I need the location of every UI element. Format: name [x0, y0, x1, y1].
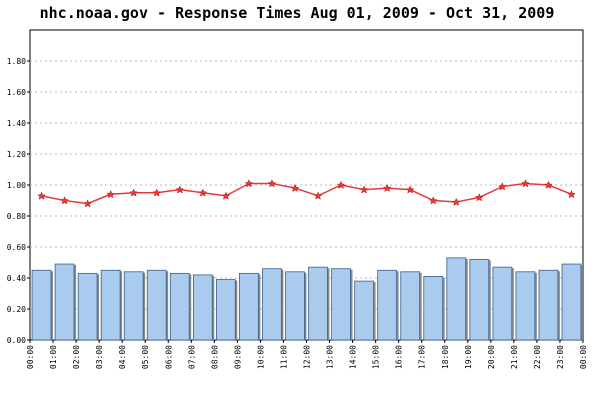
x-tick-label: 17:00	[418, 345, 427, 369]
line-point	[359, 185, 369, 194]
x-tick-label: 21:00	[510, 345, 519, 369]
bar	[331, 268, 351, 341]
bar	[192, 274, 213, 341]
x-tick-label: 13:00	[326, 345, 335, 369]
x-tick-label: 19:00	[464, 345, 473, 369]
x-tick-label: 14:00	[349, 345, 358, 369]
line-point	[382, 183, 392, 192]
x-tick-label: 22:00	[533, 345, 542, 369]
x-tick-label: 16:00	[395, 345, 404, 369]
bar	[354, 280, 374, 341]
line-point	[267, 179, 277, 188]
x-tick-label: 08:00	[210, 345, 219, 369]
x-tick-label: 20:00	[487, 345, 496, 369]
line-point	[452, 197, 461, 206]
x-tick-label: 00:00	[26, 345, 35, 369]
bar	[469, 258, 490, 341]
x-axis-ticks: 00:00 01:00 02:00 03:00 04:00 05:00 06:00 07:00…	[26, 340, 588, 369]
y-tick-label: 1.80	[7, 57, 26, 66]
line-point	[313, 191, 323, 200]
x-tick-label: 11:00	[279, 345, 288, 369]
x-tick-label: 07:00	[187, 345, 196, 369]
bar	[561, 263, 582, 341]
line-point	[37, 191, 46, 200]
x-tick-label: 05:00	[141, 345, 150, 369]
line-point	[83, 199, 92, 208]
x-tick-label: 23:00	[556, 345, 565, 369]
bar	[77, 272, 98, 341]
bar	[31, 269, 52, 341]
x-tick-label: 02:00	[72, 345, 81, 369]
line-point	[244, 179, 254, 188]
bar	[446, 257, 467, 341]
bar	[400, 271, 421, 341]
bar	[123, 271, 144, 341]
x-tick-label: 06:00	[164, 345, 173, 369]
x-tick-label: 15:00	[372, 345, 381, 369]
response-time-line	[41, 182, 572, 205]
line-point	[152, 188, 161, 197]
x-tick-label: 18:00	[441, 345, 450, 369]
line-point	[221, 191, 231, 200]
x-tick-label: 03:00	[95, 345, 104, 369]
x-tick-label: 12:00	[303, 345, 312, 369]
grid-lines	[30, 60, 583, 310]
bar	[377, 269, 397, 341]
bar	[54, 263, 75, 341]
x-tick-label: 04:00	[118, 345, 127, 369]
bar-series	[31, 257, 583, 341]
y-tick-label: 0.00	[7, 336, 26, 345]
y-tick-label: 1.00	[7, 181, 26, 190]
bar	[239, 272, 259, 341]
bar	[100, 269, 121, 341]
bar	[216, 279, 236, 341]
y-tick-label: 1.60	[7, 88, 26, 97]
line-point	[129, 188, 138, 197]
bar	[262, 268, 282, 341]
bar	[146, 269, 167, 341]
bar	[492, 266, 513, 341]
line-point	[544, 180, 553, 189]
line-point	[521, 179, 530, 188]
line-point	[175, 185, 185, 194]
line-point	[336, 180, 346, 189]
bar	[169, 272, 190, 341]
x-tick-label: 09:00	[233, 345, 242, 369]
bar	[538, 269, 559, 341]
line-point	[475, 193, 484, 202]
line-point	[60, 196, 69, 205]
y-tick-label: 0.20	[7, 305, 26, 314]
line-point	[405, 185, 415, 194]
line-point	[290, 183, 300, 192]
line-point	[428, 196, 438, 205]
y-tick-label: 1.20	[7, 150, 26, 159]
bar	[308, 266, 328, 341]
chart-title: nhc.noaa.gov - Response Times Aug 01, 20…	[40, 4, 555, 22]
y-axis-ticks: 0.00 0.20 0.40 0.60 0.80 1.00 1.20 1.40 1.60 1.80	[7, 57, 30, 345]
x-tick-label: 10:00	[256, 345, 265, 369]
bar	[423, 276, 444, 341]
line-series	[37, 179, 576, 208]
x-tick-label: 01:00	[49, 345, 58, 369]
x-tick-label: 00:00	[579, 345, 588, 369]
line-point	[198, 188, 208, 197]
y-tick-label: 0.40	[7, 274, 26, 283]
y-tick-label: 0.80	[7, 212, 26, 221]
bar	[515, 271, 536, 341]
line-point	[567, 190, 576, 199]
line-point	[106, 190, 115, 199]
y-tick-label: 0.60	[7, 243, 26, 252]
line-point	[498, 182, 507, 191]
bar	[285, 271, 305, 341]
y-tick-label: 1.40	[7, 119, 26, 128]
